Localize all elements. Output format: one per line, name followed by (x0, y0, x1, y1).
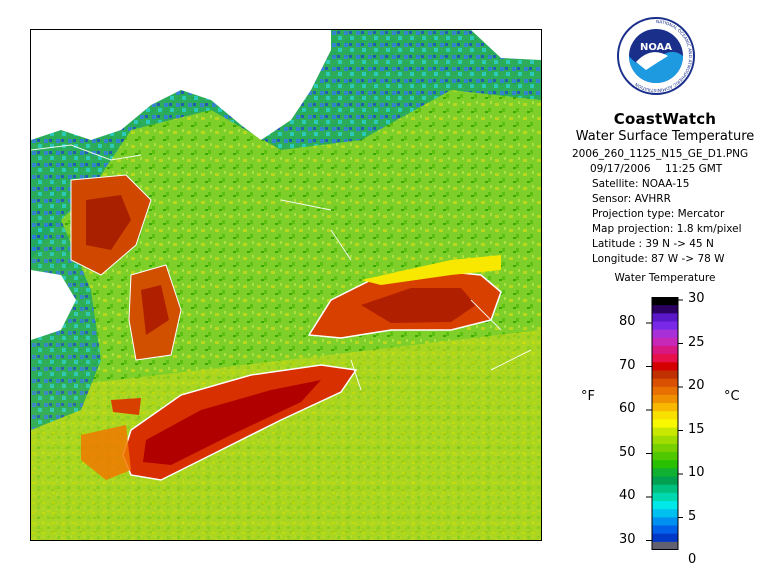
colorbar-title: Water Temperature (614, 272, 716, 284)
yellow-band (361, 255, 501, 285)
unit-celsius: °C (724, 389, 740, 404)
colorbar-swatch (652, 476, 678, 486)
projection-type: Projection type: Mercator (592, 208, 725, 220)
colorbar-swatch (652, 386, 678, 396)
colorbar-swatch (652, 492, 678, 502)
fahrenheit-tick-label: 70 (619, 357, 636, 373)
brand-title: CoastWatch (613, 110, 717, 128)
celsius-tick-label: 15 (688, 421, 705, 437)
colorbar-swatch (652, 452, 678, 461)
colorbar-swatch (652, 370, 678, 380)
colorbar-swatch (652, 394, 678, 404)
map-image (31, 30, 541, 540)
fahrenheit-tick-label: 80 (619, 314, 636, 329)
colorbar-swatch (652, 297, 678, 306)
fahrenheit-tick-label: 50 (619, 444, 636, 460)
map-projection: Map projection: 1.8 km/pixel (592, 223, 742, 235)
colorbar-swatch (652, 443, 678, 453)
satellite-map (30, 29, 542, 541)
unit-fahrenheit: °F (581, 389, 595, 404)
fahrenheit-tick-label: 30 (619, 531, 636, 547)
colorbar-swatch (652, 460, 678, 469)
celsius-tick-label: 25 (688, 334, 705, 350)
colorbar-swatch (652, 525, 678, 535)
svg-text:NOAA: NOAA (640, 42, 672, 53)
colorbar-swatch (652, 427, 678, 437)
colorbar-swatch (652, 305, 678, 314)
colorbar-swatch (652, 329, 678, 339)
colorbar-swatch (652, 411, 678, 420)
celsius-tick-label: 30 (688, 291, 705, 306)
western-cloud-zone (31, 220, 101, 430)
no-data-area-north (31, 30, 331, 140)
colorbar-swatch (652, 468, 678, 478)
fahrenheit-tick-label: 40 (619, 488, 636, 503)
colorbar-swatch (652, 345, 678, 355)
colorbar-swatch (652, 501, 678, 510)
colorbar-swatch (652, 378, 678, 388)
colorbar-swatch (652, 509, 678, 518)
colorbar-swatch (652, 362, 678, 371)
colorbar-swatch (652, 533, 678, 543)
longitude: Longitude: 87 W -> 78 W (592, 253, 725, 265)
colorbar-frame (651, 297, 679, 550)
shoreline (31, 144, 532, 391)
southern-land-zone (31, 330, 541, 540)
fahrenheit-tick-label: 60 (619, 401, 636, 416)
celsius-tick-label: 10 (688, 465, 705, 480)
satellite: Satellite: NOAA-15 (592, 178, 690, 190)
colorbar-swatch (652, 403, 678, 412)
sensor: Sensor: AVHRR (592, 193, 671, 205)
colorbar-swatch (652, 354, 678, 363)
no-data-area-northeast (471, 30, 541, 60)
celsius-tick-label: 0 (688, 552, 697, 567)
celsius-tick-label: 5 (688, 508, 697, 524)
product-title: Water Surface Temperature (575, 129, 755, 144)
colorbar-swatch (652, 337, 678, 347)
colorbar-swatch (652, 541, 678, 550)
colorbar-swatch (652, 517, 678, 527)
no-data-area-west (31, 270, 76, 340)
latitude: Latitude : 39 N -> 45 N (592, 238, 714, 250)
colorbar-swatch (652, 419, 678, 429)
noaa-logo: NOAA NATIONAL OCEANIC AND ATMOSPHERIC AD… (617, 17, 695, 95)
colorbar-swatch (652, 435, 678, 445)
celsius-tick-label: 20 (688, 378, 705, 393)
colorbar-swatch (652, 321, 678, 331)
colorbar-swatch (652, 313, 678, 322)
date: 09/17/2006 (590, 163, 651, 175)
colorbar-swatch (652, 484, 678, 494)
filename: 2006_260_1125_N15_GE_D1.PNG (572, 148, 749, 160)
colorbar (646, 297, 683, 550)
time: 11:25 GMT (665, 163, 723, 175)
